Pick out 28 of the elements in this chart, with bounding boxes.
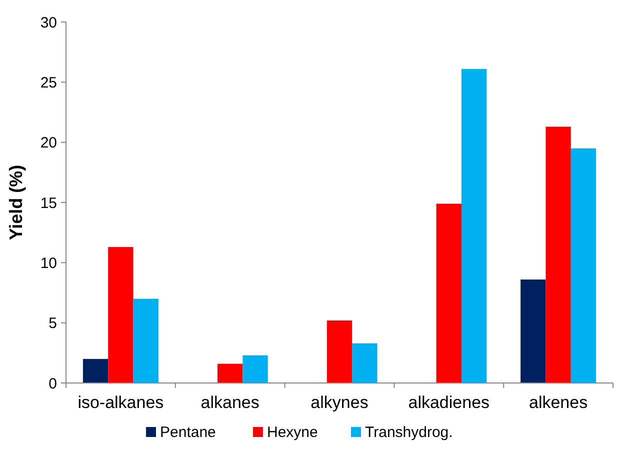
x-tick-label: iso-alkanes	[78, 393, 164, 412]
y-axis-title: Yield (%)	[6, 164, 26, 240]
bar	[546, 126, 571, 383]
y-tick-label: 0	[48, 375, 57, 392]
y-tick-label: 30	[40, 14, 57, 32]
legend-label: Hexyne	[267, 424, 318, 441]
bar	[326, 320, 352, 383]
bar	[520, 280, 546, 383]
bar	[108, 247, 134, 383]
y-tick-label: 10	[40, 254, 57, 272]
legend-label: Pentane	[160, 424, 216, 441]
bar	[352, 343, 378, 383]
bar	[242, 355, 268, 383]
x-tick-label: alkadienes	[408, 393, 490, 412]
y-tick-label: 20	[40, 134, 57, 152]
legend-label: Transhydrog.	[365, 424, 453, 441]
bar	[133, 298, 158, 383]
bar	[461, 68, 487, 383]
x-tick-label: alkynes	[310, 393, 368, 412]
bar	[436, 204, 462, 383]
y-tick-label: 15	[40, 194, 57, 212]
y-tick-label: 25	[40, 74, 57, 92]
x-tick-label: alkenes	[528, 393, 588, 412]
bar	[570, 148, 596, 383]
bar	[82, 358, 108, 383]
bar	[218, 364, 243, 383]
x-tick-label: alkanes	[200, 393, 260, 412]
y-tick-label: 5	[48, 315, 57, 332]
